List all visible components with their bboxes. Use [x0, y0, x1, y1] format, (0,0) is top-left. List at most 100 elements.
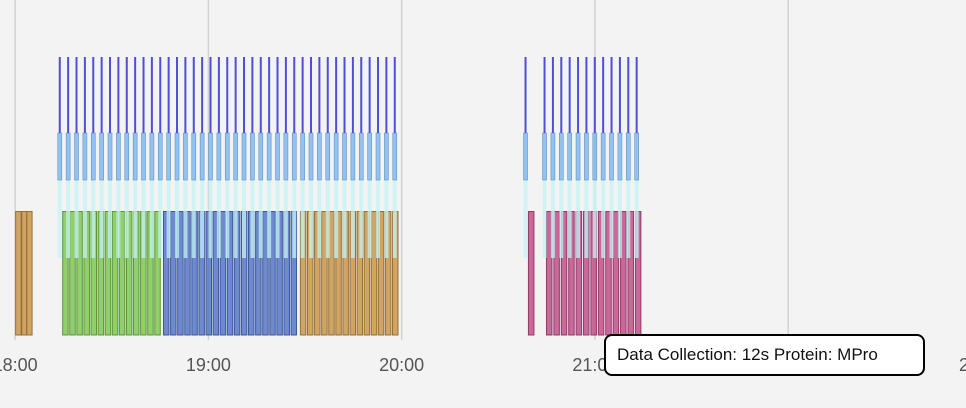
event-box [111, 211, 119, 336]
event [99, 57, 104, 258]
event [124, 57, 130, 258]
event-band [275, 180, 280, 258]
event-line [351, 57, 354, 133]
event-line [284, 57, 287, 133]
event-line [335, 57, 338, 133]
event-band [175, 180, 180, 258]
event-band [359, 180, 364, 258]
event-line [268, 57, 271, 133]
event-band [559, 180, 564, 258]
event [174, 57, 180, 258]
event-band [584, 180, 589, 258]
event-line [318, 57, 321, 133]
event-band [116, 180, 121, 258]
event [57, 57, 63, 258]
event-band [334, 180, 339, 258]
event-band [233, 132, 238, 181]
event [617, 57, 623, 258]
event-line [201, 57, 204, 133]
event [325, 57, 331, 258]
event [350, 57, 356, 258]
event-box [314, 211, 321, 336]
event [550, 57, 556, 258]
event-band [216, 180, 221, 258]
event-band [208, 132, 213, 181]
event-band [300, 180, 305, 258]
event-line [326, 57, 329, 133]
event-line [602, 57, 605, 133]
event-line [393, 57, 396, 133]
event [216, 57, 222, 258]
event-band [107, 132, 113, 181]
event-box [162, 211, 170, 336]
event-band [82, 132, 88, 181]
event-band [600, 132, 606, 181]
event-band [283, 180, 288, 258]
tooltip-box [604, 334, 925, 376]
event [600, 57, 606, 258]
event-band [133, 180, 138, 258]
event-band [158, 180, 163, 258]
event-band [183, 180, 188, 258]
event [233, 57, 238, 258]
event-band [617, 132, 623, 181]
event-band [325, 180, 330, 258]
event [300, 57, 305, 258]
event-band [200, 180, 205, 258]
event-band [74, 132, 79, 181]
event-line [593, 57, 596, 133]
event-box [328, 211, 335, 336]
event-line [109, 57, 112, 133]
event [90, 57, 96, 258]
event-box [612, 211, 620, 336]
event-band [342, 132, 347, 181]
event-band [225, 180, 230, 258]
event-band [609, 132, 614, 181]
event [157, 57, 163, 258]
event [82, 57, 88, 258]
event-line [635, 57, 638, 133]
event-band [550, 132, 556, 181]
event-box [377, 211, 385, 336]
x-tick-label: 20:00 [379, 355, 424, 375]
event-box [527, 211, 535, 336]
event-line [184, 57, 187, 133]
event [367, 57, 372, 258]
event-box [255, 211, 262, 336]
event-line [142, 57, 145, 133]
event-band [174, 132, 180, 181]
event-line [75, 57, 78, 133]
event-line [310, 57, 313, 133]
event-box [26, 211, 33, 336]
event-band [191, 180, 196, 258]
event-band [592, 132, 598, 181]
event [149, 57, 155, 258]
event-line [159, 57, 162, 133]
event-band [584, 132, 589, 181]
event-box [118, 211, 126, 336]
event-box [597, 211, 605, 336]
event-box [170, 211, 177, 336]
event-band [124, 180, 129, 258]
event-band [384, 132, 389, 181]
event-band [99, 132, 104, 181]
event-band [90, 132, 96, 181]
event-band [124, 132, 130, 181]
event-line [301, 57, 304, 133]
event-box [15, 211, 22, 336]
event-box [212, 211, 220, 336]
event-band [291, 132, 297, 181]
event-band [392, 132, 398, 181]
event [275, 57, 280, 258]
event-line [67, 57, 70, 133]
event-band [333, 132, 339, 181]
event-band [392, 180, 397, 258]
event-line [234, 57, 237, 133]
tooltip-text: Data Collection: 12s Protein: MPro [617, 345, 878, 364]
event-band [300, 132, 305, 181]
event-line [100, 57, 103, 133]
event-line [259, 57, 262, 133]
event-band [250, 180, 255, 258]
event [166, 57, 171, 258]
